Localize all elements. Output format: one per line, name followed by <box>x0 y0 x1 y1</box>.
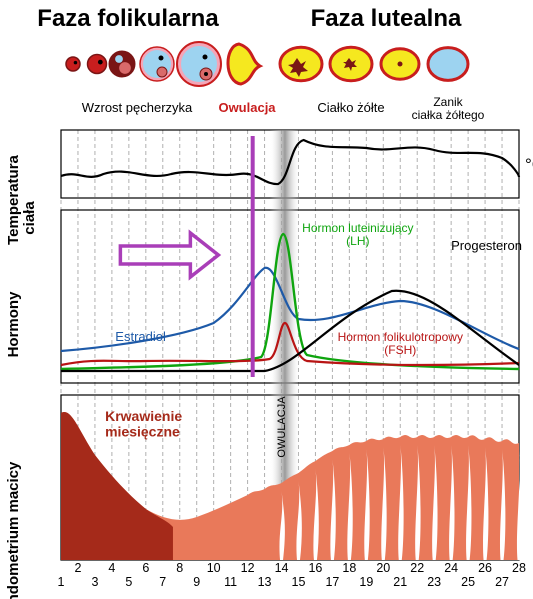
menstrual-cycle-diagram: Faza folikularna Faza lutealna Wzrost pęch… <box>0 0 533 599</box>
day-number: 16 <box>308 561 322 575</box>
day-number: 28 <box>512 561 526 575</box>
day-number: 22 <box>410 561 424 575</box>
label-lh: Hormon luteinizujący(LH) <box>302 221 413 248</box>
day-number: 5 <box>125 575 132 589</box>
label-growth: Wzrost pęcherzyka <box>82 100 193 115</box>
ovulation-icon <box>228 44 260 84</box>
day-number: 19 <box>359 575 373 589</box>
ylabel-temperature: Temperatura <box>5 154 22 244</box>
day-number: 7 <box>159 575 166 589</box>
day-number: 13 <box>258 575 272 589</box>
day-number: 6 <box>142 561 149 575</box>
ovulation-vertical-label: OWULACJA <box>276 396 288 458</box>
day-number: 2 <box>74 561 81 575</box>
arrow-icon <box>120 233 218 277</box>
day-number: 15 <box>292 575 306 589</box>
follicle-icon <box>88 55 107 74</box>
label-ovulation: Owulacja <box>218 100 276 115</box>
day-number: 27 <box>495 575 509 589</box>
celsius-label: °C <box>525 155 533 174</box>
day-number: 3 <box>91 575 98 589</box>
label-regress: Zanikciałka żółtego <box>412 95 485 122</box>
phase-follicular: Faza folikularna <box>37 5 219 32</box>
day-number: 12 <box>241 561 255 575</box>
ylabel-hormones: Hormony <box>5 291 22 357</box>
day-number: 24 <box>444 561 458 575</box>
day-number: 4 <box>108 561 115 575</box>
day-number: 17 <box>325 575 339 589</box>
day-number: 11 <box>224 575 237 589</box>
day-number: 9 <box>193 575 200 589</box>
label-fsh: Hormon folikulotropowy(FSH) <box>338 330 463 357</box>
day-number: 18 <box>342 561 356 575</box>
ylabel-endometrium: Endometrium macicy <box>5 461 22 599</box>
corpus-regress-icon <box>428 48 468 81</box>
day-number: 20 <box>376 561 390 575</box>
day-number: 26 <box>478 561 492 575</box>
day-number: 8 <box>176 561 183 575</box>
follicle-icon <box>66 57 80 71</box>
day-number: 1 <box>58 575 65 589</box>
label-bleeding: Krwawieniemiesięczne <box>105 408 182 439</box>
phase-luteal: Faza lutealna <box>311 5 462 32</box>
label-estradiol: Estradiol <box>115 329 166 344</box>
day-number: 14 <box>275 561 289 575</box>
label-progesteron: Progesteron <box>451 238 522 253</box>
label-corpus: Ciałko żółte <box>317 100 384 115</box>
day-number: 25 <box>461 575 475 589</box>
day-number: 21 <box>393 575 407 589</box>
ylabel-temperature: ciała <box>21 201 38 235</box>
day-number: 10 <box>207 561 221 575</box>
day-number: 23 <box>427 575 441 589</box>
